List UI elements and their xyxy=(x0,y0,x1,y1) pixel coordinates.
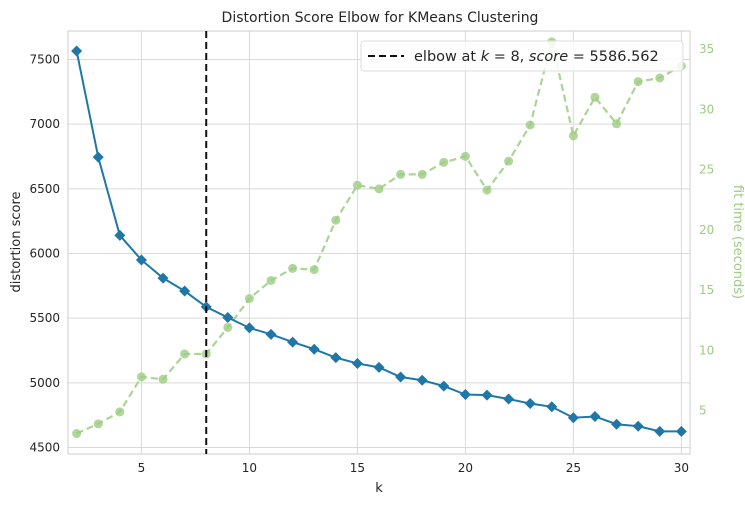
fit-time-line xyxy=(76,41,682,435)
distortion-point xyxy=(654,425,666,437)
distortion-point xyxy=(632,420,644,432)
legend-label: elbow at k = 8, score = 5586.562 xyxy=(414,49,659,65)
fit-time-point xyxy=(504,156,514,166)
y-tick-label: 5500 xyxy=(29,311,60,325)
x-tick-label: 30 xyxy=(674,461,689,475)
distortion-point xyxy=(373,361,385,373)
fit-time-point xyxy=(568,131,578,141)
distortion-point xyxy=(135,254,147,266)
y2-tick-label: 20 xyxy=(699,223,714,237)
distortion-point xyxy=(222,312,234,324)
y2-tick-labels: 5 10 15 20 25 30 35 xyxy=(699,42,714,418)
distortion-point xyxy=(265,328,277,340)
fit-time-point xyxy=(180,349,190,359)
fit-time-point xyxy=(244,294,254,304)
fit-time-point xyxy=(288,263,298,273)
fit-time-point xyxy=(439,157,449,167)
y-tick-label: 7000 xyxy=(29,117,60,131)
distortion-point xyxy=(308,343,320,355)
distortion-point xyxy=(416,374,428,386)
fit-time-point xyxy=(223,322,233,332)
distortion-point xyxy=(438,380,450,392)
y2-tick-label: 10 xyxy=(699,343,714,357)
distortion-point xyxy=(675,425,687,437)
fit-time-point xyxy=(352,180,362,190)
legend-box xyxy=(360,40,684,72)
x-tick-label: 10 xyxy=(242,461,257,475)
y2-tick-label: 35 xyxy=(699,42,714,56)
distortion-point xyxy=(330,352,342,364)
distortion-series xyxy=(71,45,687,437)
y2-axis-label: fit time (seconds) xyxy=(730,185,745,299)
fit-time-point xyxy=(460,151,470,161)
fit-time-point xyxy=(72,429,82,439)
fit-time-point xyxy=(115,407,125,417)
fit-time-point xyxy=(309,265,319,275)
fit-time-point xyxy=(396,169,406,179)
x-axis-label: k xyxy=(375,481,383,496)
fit-time-point xyxy=(158,374,168,384)
y-tick-label: 6500 xyxy=(29,182,60,196)
y-tick-label: 7500 xyxy=(29,52,60,66)
x-tick-label: 20 xyxy=(458,461,473,475)
distortion-point xyxy=(179,285,191,297)
fit-time-point xyxy=(417,169,427,179)
plot-area xyxy=(67,30,691,455)
fit-time-series xyxy=(72,37,686,439)
distortion-point xyxy=(92,151,104,163)
x-tick-label: 25 xyxy=(566,461,581,475)
distortion-point xyxy=(71,45,83,57)
fit-time-point xyxy=(136,372,146,382)
y-tick-label: 6000 xyxy=(29,246,60,260)
distortion-point xyxy=(395,371,407,383)
x-tick-label: 5 xyxy=(138,461,146,475)
y2-tick-label: 15 xyxy=(699,283,714,297)
y2-tick-label: 25 xyxy=(699,163,714,177)
distortion-point xyxy=(157,272,169,284)
y-tick-label: 4500 xyxy=(29,441,60,455)
fit-time-point xyxy=(633,77,643,87)
fit-time-point xyxy=(93,419,103,429)
fit-time-point xyxy=(482,185,492,195)
fit-time-point xyxy=(525,120,535,130)
distortion-point xyxy=(611,418,623,430)
fit-time-point xyxy=(374,184,384,194)
x-tick-labels: 5 10 15 20 25 30 xyxy=(138,461,689,475)
distortion-point xyxy=(524,398,536,410)
chart-title: Distortion Score Elbow for KMeans Cluste… xyxy=(222,10,539,26)
fit-time-point xyxy=(331,215,341,225)
y-axis-label: distortion score xyxy=(9,192,24,293)
distortion-point xyxy=(351,357,363,369)
y2-tick-label: 5 xyxy=(699,404,707,418)
fit-time-point xyxy=(590,92,600,102)
y2-tick-label: 30 xyxy=(699,102,714,116)
x-tick-label: 15 xyxy=(350,461,365,475)
fit-time-point xyxy=(266,275,276,285)
distortion-point xyxy=(287,336,299,348)
distortion-point xyxy=(546,401,558,413)
legend: elbow at k = 8, score = 5586.562 xyxy=(360,40,684,72)
distortion-point xyxy=(589,410,601,422)
distortion-point xyxy=(114,229,126,241)
distortion-point xyxy=(567,412,579,424)
distortion-point xyxy=(459,388,471,400)
fit-time-point xyxy=(612,119,622,129)
y-tick-label: 5000 xyxy=(29,376,60,390)
distortion-point xyxy=(243,322,255,334)
y-tick-labels: 4500 5000 5500 6000 6500 7000 7500 xyxy=(29,52,60,454)
distortion-point xyxy=(481,389,493,401)
grid-lines xyxy=(68,31,690,454)
fit-time-point xyxy=(655,73,665,83)
distortion-point xyxy=(503,393,515,405)
